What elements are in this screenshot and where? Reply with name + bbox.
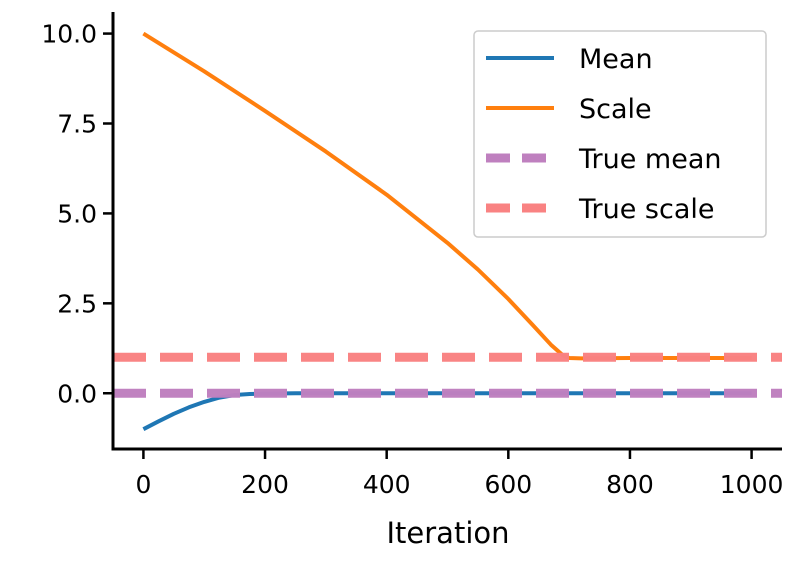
x-tick-label: 0 <box>135 470 151 499</box>
x-axis-title: Iteration <box>386 516 509 550</box>
x-tick-label: 400 <box>363 470 411 499</box>
plot-area <box>113 31 782 431</box>
x-tick-label: 1000 <box>720 470 784 499</box>
axes: 0 200 400 600 800 1000 0.0 2.5 5.0 7.5 10.0 <box>41 12 783 499</box>
legend-label: True mean <box>578 144 722 175</box>
x-tick-label: 600 <box>484 470 532 499</box>
legend-label: Scale <box>579 94 652 125</box>
legend-box <box>473 30 767 238</box>
legend: Mean Scale True mean True scale <box>473 30 767 238</box>
y-tick-label: 0.0 <box>57 379 97 408</box>
y-tick-label: 7.5 <box>57 109 97 138</box>
y-tick-label: 10.0 <box>41 20 97 49</box>
legend-label: Mean <box>579 44 653 75</box>
y-tick-label: 5.0 <box>57 199 97 228</box>
legend-label: True scale <box>578 194 715 225</box>
x-tick-label: 800 <box>606 470 654 499</box>
x-tick-label: 200 <box>241 470 289 499</box>
y-tick-label: 2.5 <box>57 289 97 318</box>
series-mean-line <box>142 391 752 431</box>
